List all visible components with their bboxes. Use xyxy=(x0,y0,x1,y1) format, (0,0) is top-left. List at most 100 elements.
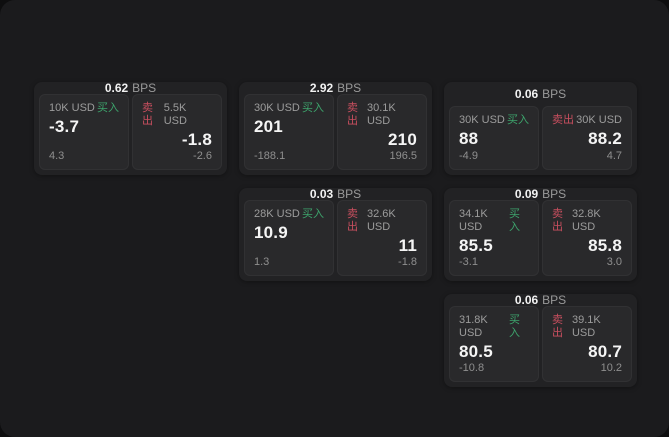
bps-value: 0.06 xyxy=(514,293,539,307)
bps-unit-label: BPS xyxy=(337,187,362,201)
buy-panel[interactable]: 31.8K USD 买入 80.5 -10.8 xyxy=(449,306,539,382)
buy-sell-panels: 28K USD 买入 10.9 1.3 卖出 32.6K USD 11 -1.8 xyxy=(244,200,427,276)
buy-sell-panels: 31.8K USD 买入 80.5 -10.8 卖出 39.1K USD 80.… xyxy=(449,306,632,382)
bps-value: 0.62 xyxy=(104,81,129,95)
buy-price: 10.9 xyxy=(254,223,288,242)
bps-unit-label: BPS xyxy=(542,187,567,201)
buy-change: 4.3 xyxy=(49,150,65,162)
sell-panel[interactable]: 卖出 30.1K USD 210 196.5 xyxy=(337,94,427,170)
sell-badge[interactable]: 卖出 xyxy=(552,114,574,126)
sell-notional: 39.1K USD xyxy=(571,314,601,339)
buy-price: 85.5 xyxy=(459,236,493,255)
buy-badge[interactable]: 买入 xyxy=(97,102,119,114)
buy-badge[interactable]: 买入 xyxy=(509,208,521,233)
buy-panel-header: 28K USD 买入 xyxy=(254,208,324,221)
sell-badge[interactable]: 卖出 xyxy=(552,208,563,233)
buy-sell-panels: 34.1K USD 买入 85.5 -3.1 卖出 32.8K USD 85.8… xyxy=(449,200,632,276)
buy-panel-header: 30K USD 买入 xyxy=(254,102,324,115)
buy-notional: 34.1K USD xyxy=(459,208,488,233)
sell-badge[interactable]: 卖出 xyxy=(552,314,563,339)
buy-badge[interactable]: 买入 xyxy=(302,208,324,220)
buy-sell-panels: 10K USD 买入 -3.7 4.3 卖出 5.5K USD -1.8 -2.… xyxy=(39,94,222,170)
quote-card[interactable]: 0.06 BPS 31.8K USD 买入 80.5 -10.8 卖出 39.1… xyxy=(444,294,637,387)
sell-price: 85.8 xyxy=(588,236,622,255)
buy-change: -3.1 xyxy=(459,256,478,268)
bps-header: 0.09 BPS xyxy=(449,188,632,200)
buy-sell-panels: 30K USD 买入 201 -188.1 卖出 30.1K USD 210 1… xyxy=(244,94,427,170)
buy-notional: 10K USD xyxy=(49,102,95,114)
sell-price: 88.2 xyxy=(588,129,622,148)
sell-price: 11 xyxy=(398,236,417,255)
sell-price: 210 xyxy=(388,130,417,149)
bps-header: 0.06 BPS xyxy=(449,294,632,306)
sell-panel-header: 卖出 39.1K USD xyxy=(552,314,622,340)
bps-header: 0.03 BPS xyxy=(244,188,427,200)
quote-card[interactable]: 2.92 BPS 30K USD 买入 201 -188.1 卖出 30.1K … xyxy=(239,82,432,175)
buy-badge[interactable]: 买入 xyxy=(507,114,529,126)
bps-unit-label: BPS xyxy=(542,87,567,101)
bps-value: 0.03 xyxy=(309,187,334,201)
buy-badge[interactable]: 买入 xyxy=(509,314,521,339)
sell-panel[interactable]: 卖出 39.1K USD 80.7 10.2 xyxy=(542,306,632,382)
buy-notional: 30K USD xyxy=(459,114,505,126)
buy-change: -4.9 xyxy=(459,150,478,162)
buy-price: 201 xyxy=(254,117,283,136)
buy-panel-header: 34.1K USD 买入 xyxy=(459,208,529,234)
bps-header: 0.62 BPS xyxy=(39,82,222,94)
sell-notional: 30.1K USD xyxy=(366,102,396,127)
sell-panel[interactable]: 卖出 30K USD 88.2 4.7 xyxy=(542,106,632,170)
sell-notional: 32.8K USD xyxy=(571,208,601,233)
buy-panel-header: 10K USD 买入 xyxy=(49,102,119,115)
buy-change: -188.1 xyxy=(254,150,286,162)
sell-notional: 5.5K USD xyxy=(163,102,187,127)
sell-badge[interactable]: 卖出 xyxy=(347,102,358,127)
buy-badge[interactable]: 买入 xyxy=(302,102,324,114)
sell-notional: 30K USD xyxy=(576,114,622,126)
buy-price: 80.5 xyxy=(459,342,493,361)
quote-card[interactable]: 0.09 BPS 34.1K USD 买入 85.5 -3.1 卖出 32.8K… xyxy=(444,188,637,281)
buy-panel[interactable]: 10K USD 买入 -3.7 4.3 xyxy=(39,94,129,170)
buy-panel[interactable]: 30K USD 买入 201 -188.1 xyxy=(244,94,334,170)
buy-panel-header: 31.8K USD 买入 xyxy=(459,314,529,340)
sell-panel[interactable]: 卖出 5.5K USD -1.8 -2.6 xyxy=(132,94,222,170)
bps-header: 0.06 BPS xyxy=(449,82,632,106)
sell-badge[interactable]: 卖出 xyxy=(347,208,358,233)
sell-change: 196.5 xyxy=(389,150,417,162)
sell-change: 10.2 xyxy=(600,362,622,374)
bps-unit-label: BPS xyxy=(542,293,567,307)
bps-header: 2.92 BPS xyxy=(244,82,427,94)
sell-change: -2.6 xyxy=(193,150,212,162)
sell-change: 3.0 xyxy=(606,256,622,268)
buy-sell-panels: 30K USD 买入 88 -4.9 卖出 30K USD 88.2 4.7 xyxy=(449,106,632,170)
buy-change: -10.8 xyxy=(459,362,485,374)
quote-card[interactable]: 0.03 BPS 28K USD 买入 10.9 1.3 卖出 32.6K US… xyxy=(239,188,432,281)
quote-card[interactable]: 0.06 BPS 30K USD 买入 88 -4.9 卖出 30K USD xyxy=(444,82,637,175)
bps-value: 2.92 xyxy=(309,81,334,95)
sell-panel-header: 卖出 32.8K USD xyxy=(552,208,622,234)
bps-unit-label: BPS xyxy=(337,81,362,95)
buy-panel-header: 30K USD 买入 xyxy=(459,114,529,127)
quote-card-grid: 0.62 BPS 10K USD 买入 -3.7 4.3 卖出 5.5K USD xyxy=(34,82,637,387)
buy-price: 88 xyxy=(459,129,479,148)
sell-change: 4.7 xyxy=(606,150,622,162)
sell-panel-header: 卖出 5.5K USD xyxy=(142,102,212,128)
bps-unit-label: BPS xyxy=(132,81,157,95)
buy-panel[interactable]: 30K USD 买入 88 -4.9 xyxy=(449,106,539,170)
buy-panel[interactable]: 28K USD 买入 10.9 1.3 xyxy=(244,200,334,276)
buy-notional: 31.8K USD xyxy=(459,314,488,339)
sell-price: -1.8 xyxy=(181,130,212,149)
sell-panel-header: 卖出 30.1K USD xyxy=(347,102,417,128)
bps-value: 0.06 xyxy=(514,87,539,101)
buy-price: -3.7 xyxy=(49,117,80,136)
sell-badge[interactable]: 卖出 xyxy=(142,102,153,127)
quote-card[interactable]: 0.62 BPS 10K USD 买入 -3.7 4.3 卖出 5.5K USD xyxy=(34,82,227,175)
sell-panel[interactable]: 卖出 32.8K USD 85.8 3.0 xyxy=(542,200,632,276)
sell-panel[interactable]: 卖出 32.6K USD 11 -1.8 xyxy=(337,200,427,276)
buy-notional: 30K USD xyxy=(254,102,300,114)
sell-change: -1.8 xyxy=(398,256,417,268)
sell-panel-header: 卖出 32.6K USD xyxy=(347,208,417,234)
buy-panel[interactable]: 34.1K USD 买入 85.5 -3.1 xyxy=(449,200,539,276)
sell-panel-header: 卖出 30K USD xyxy=(552,114,622,127)
sell-price: 80.7 xyxy=(588,342,622,361)
